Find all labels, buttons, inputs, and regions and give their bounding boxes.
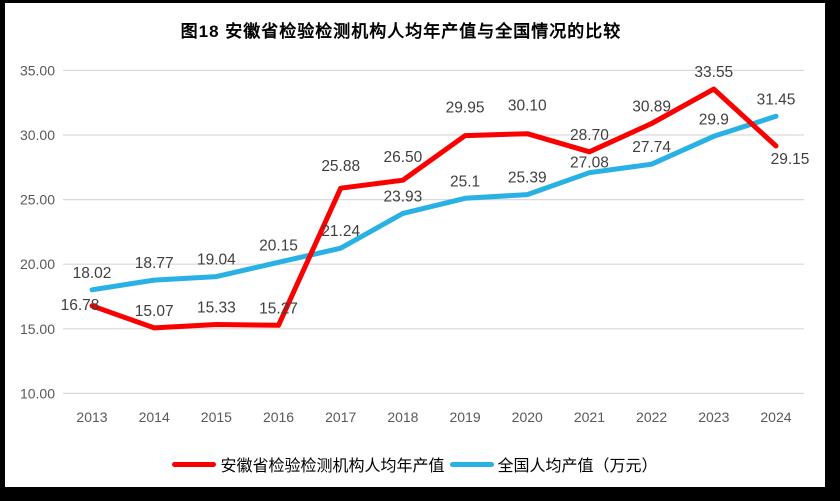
x-axis-tick-label: 2019 xyxy=(450,409,481,425)
series-line-1 xyxy=(89,113,779,293)
x-axis-tick-label: 2015 xyxy=(201,409,232,425)
data-label: 25.88 xyxy=(321,158,360,175)
legend-label-anhui: 安徽省检验检测机构人均年产值 xyxy=(220,458,445,475)
data-label: 25.1 xyxy=(450,173,480,190)
data-label: 18.77 xyxy=(135,255,174,272)
y-axis-tick-label: 20.00 xyxy=(20,256,55,272)
y-axis-tick-label: 35.00 xyxy=(20,62,55,78)
legend: 安徽省检验检测机构人均年产值 全国人均产值（万元） xyxy=(5,452,825,476)
data-label: 25.39 xyxy=(508,170,547,187)
chart-area: 图18 安徽省检验检测机构人均年产值与全国情况的比较 35.00 30.00 25.… xyxy=(5,3,825,487)
data-label: 18.02 xyxy=(73,265,112,282)
data-label: 31.45 xyxy=(757,91,796,108)
data-label: 29.15 xyxy=(771,151,810,168)
data-label: 30.89 xyxy=(632,99,671,116)
y-axis-tick-label: 30.00 xyxy=(20,127,55,143)
legend-label-national: 全国人均产值（万元） xyxy=(497,458,658,475)
national-series-swatch xyxy=(449,461,494,467)
data-label: 15.27 xyxy=(259,300,298,317)
x-axis-tick-label: 2018 xyxy=(387,409,418,425)
x-axis-tick-label: 2017 xyxy=(325,409,356,425)
y-axis-tick-label: 15.00 xyxy=(20,321,55,337)
data-label: 28.70 xyxy=(570,127,609,144)
data-label: 20.15 xyxy=(259,237,298,254)
x-axis-tick-label: 2013 xyxy=(76,409,107,425)
anhui-series-swatch xyxy=(172,461,217,467)
x-axis-tick-label: 2023 xyxy=(698,409,729,425)
data-label: 26.50 xyxy=(384,149,423,166)
legend-item-anhui: 安徽省检验检测机构人均年产值 xyxy=(172,452,445,476)
y-axis-tick-label: 10.00 xyxy=(20,385,55,401)
data-label: 16.78 xyxy=(61,297,100,314)
line-plot: 35.00 30.00 25.00 20.00 15.00 10.00 2013 2014 20… xyxy=(20,62,810,425)
x-axis-tick-label: 2022 xyxy=(636,409,667,425)
x-axis-tick-label: 2016 xyxy=(263,409,294,425)
y-axis-tick-label: 25.00 xyxy=(20,192,55,208)
data-label: 29.9 xyxy=(699,111,729,128)
data-label: 15.07 xyxy=(135,303,174,320)
chart-title: 图18 安徽省检验检测机构人均年产值与全国情况的比较 xyxy=(180,22,622,41)
data-label: 23.93 xyxy=(384,188,423,205)
data-label: 27.08 xyxy=(570,155,609,172)
x-axis-tick-label: 2024 xyxy=(760,409,791,425)
data-label: 27.74 xyxy=(632,139,671,156)
x-axis-tick-label: 2014 xyxy=(139,409,170,425)
x-axis-tick-label: 2021 xyxy=(574,409,605,425)
data-label: 15.33 xyxy=(197,300,236,317)
data-label: 21.24 xyxy=(321,223,360,240)
legend-item-national: 全国人均产值（万元） xyxy=(449,452,658,476)
data-label: 30.10 xyxy=(508,98,547,115)
series-line-0 xyxy=(89,86,779,331)
x-axis-tick-label: 2020 xyxy=(512,409,543,425)
data-label: 19.04 xyxy=(197,252,236,269)
data-label: 33.55 xyxy=(694,64,733,81)
data-label: 29.95 xyxy=(446,100,485,117)
